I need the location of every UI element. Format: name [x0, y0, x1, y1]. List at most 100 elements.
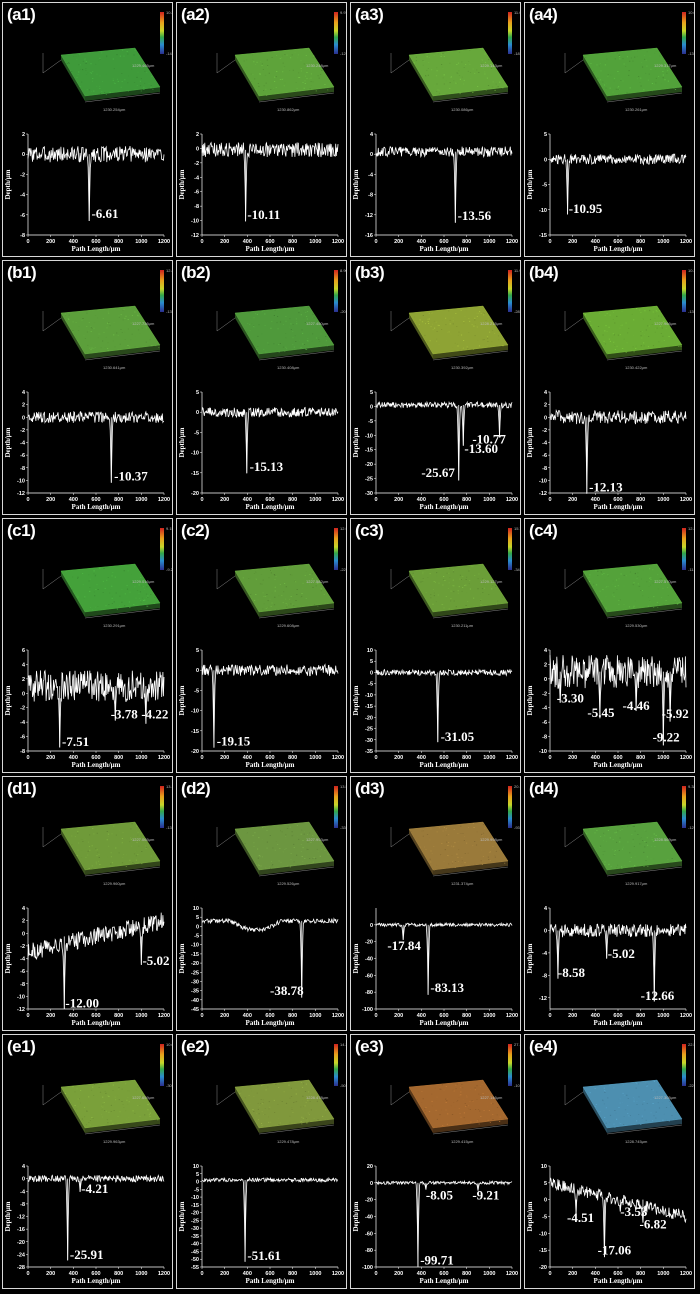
- surface-dim-x-d2: 1229.526μm: [277, 881, 300, 886]
- xtick-d3: 600: [439, 1013, 448, 1019]
- xtick-c1: 400: [69, 755, 78, 761]
- ytick-e4: -15: [539, 1248, 547, 1254]
- ytick-c3: -30: [365, 738, 373, 744]
- ytick-b2: -15: [191, 471, 199, 477]
- surface-top-a3: [408, 47, 509, 97]
- ytick-e2: -35: [191, 1234, 199, 1240]
- colorbar-a2: 9.971 -12.009: [334, 10, 346, 56]
- ytick-b1: -12: [17, 491, 25, 497]
- xtick-a1: 1200: [158, 239, 170, 245]
- ytick-b4: -10: [539, 478, 547, 484]
- xtick-b2: 1200: [332, 497, 344, 503]
- depth-label-d4: -12.66: [641, 988, 675, 1003]
- ytick-e3: -40: [365, 1215, 373, 1221]
- surface-d4: 1228.569μm 1229.917μm: [564, 821, 683, 886]
- ylabel-b4: Depth/μm: [526, 427, 534, 457]
- surface-dim-x-e3: 1229.415μm: [451, 1139, 474, 1144]
- ytick-e2: 0: [196, 1180, 199, 1186]
- ytick-e1: -4: [20, 1189, 26, 1195]
- ytick-b3: -5: [368, 419, 373, 425]
- ytick-c3: -10: [365, 693, 373, 699]
- chart-b4: 1227.966μm 1230.422μm 10.321 -13.695 4 2 0 -2 -4…: [526, 268, 694, 511]
- surface-top-a2: [234, 47, 335, 97]
- ytick-e1: -28: [17, 1265, 25, 1271]
- chart-e3: 1227.146μm1229.415μm27.167-105.263200-20…: [352, 1042, 520, 1285]
- depth-label-c2: -19.15: [217, 734, 251, 749]
- xtick-a2: 600: [265, 239, 274, 245]
- xtick-c2: 200: [220, 755, 229, 761]
- panel-label-a1: (a1): [7, 5, 36, 24]
- ytick-c2: 0: [196, 668, 199, 674]
- xtick-d4: 200: [568, 1013, 577, 1019]
- ytick-b4: 2: [544, 403, 547, 409]
- axes-a2: 20-2-4-6-8-10-120 200 400 600 800 1000 1200Pat…: [178, 132, 344, 253]
- ytick-e2: -10: [191, 1195, 199, 1201]
- ytick-b1: -8: [20, 466, 25, 472]
- surface-dim-y-d3: 1229.998μm: [480, 837, 503, 842]
- ytick-e2: -50: [191, 1257, 199, 1263]
- ytick-b1: 2: [22, 403, 25, 409]
- ytick-d1: -2: [20, 944, 25, 950]
- ytick-c2: -15: [191, 729, 199, 735]
- xlabel-d4: Path Length/μm: [594, 1019, 643, 1027]
- xtick-e4: 1000: [657, 1271, 669, 1277]
- ytick-a2: 2: [196, 132, 199, 138]
- colorbar-max-d1: 13.118: [166, 784, 173, 789]
- depth-label-b3: -10.77: [472, 431, 506, 446]
- panel-label-a2: (a2): [181, 5, 210, 24]
- colorbar-c2: 12.923 -22.307: [334, 526, 346, 572]
- surface-dim-y-c3: 1229.127μm: [480, 579, 503, 584]
- panel-c3: 1229.127μm 1230.211μm 15.733 -34.096 10 5 0 -5 -…: [350, 518, 521, 773]
- surface-b1: 1227.736μm 1230.641μm: [42, 305, 161, 370]
- profile-line-d4: [549, 923, 687, 1002]
- xtick-c1: 600: [91, 755, 100, 761]
- ytick-e4: 5: [544, 1181, 547, 1187]
- ytick-b2: -5: [194, 430, 199, 436]
- profile-line-e4: [549, 1177, 687, 1258]
- depth-label-a3: -13.56: [458, 208, 492, 223]
- xtick-c4: 0: [548, 755, 551, 761]
- surface-dim-y-a1: 1229.465μm: [132, 63, 155, 68]
- surface-dim-x-e4: 1228.745μm: [625, 1139, 648, 1144]
- ytick-c4: -4: [542, 706, 548, 712]
- ytick-c1: 6: [22, 648, 25, 654]
- xtick-b3: 1000: [483, 497, 495, 503]
- ytick-d4: -4: [542, 951, 548, 957]
- ytick-e2: -55: [191, 1265, 199, 1271]
- depth-label-d1: -5.02: [142, 953, 169, 968]
- ylabel-b1: Depth/μm: [4, 427, 12, 457]
- ytick-c1: -8: [20, 749, 25, 755]
- surface-c2: 1227.582μm 1229.608μm: [216, 563, 335, 628]
- ylabel-a2: Depth/μm: [178, 169, 186, 199]
- surface-c4: 1227.570μm 1229.530μm: [564, 563, 683, 628]
- panel-label-e4: (e4): [529, 1037, 558, 1056]
- surface-dim-y-c4: 1227.570μm: [654, 579, 677, 584]
- xtick-e4: 800: [636, 1271, 645, 1277]
- ylabel-d4: Depth/μm: [526, 943, 534, 973]
- surface-a1: 1229.465μm 1230.254μm: [42, 47, 161, 112]
- ytick-c4: -10: [539, 749, 547, 755]
- xtick-b4: 1200: [680, 497, 692, 503]
- surface-top-c2: [234, 563, 335, 613]
- axes-b1: 420-2-4-6-8-10-120 200 400 600 800 1000 1200Pa…: [4, 390, 170, 511]
- ytick-d1: 4: [22, 906, 26, 912]
- xtick-b3: 1200: [506, 497, 518, 503]
- xtick-e4: 0: [548, 1271, 551, 1277]
- ytick-e1: -24: [17, 1252, 26, 1258]
- surface-top-e2: [234, 1079, 335, 1129]
- surface-dim-y-e4: 1227.305μm: [654, 1095, 677, 1100]
- xtick-c2: 400: [243, 755, 252, 761]
- depth-label-e3: -99.71: [420, 1252, 454, 1267]
- xtick-e2: 200: [220, 1271, 229, 1277]
- surface-e4: 1227.305μm 1228.745μm: [564, 1079, 683, 1144]
- profile-line-b1: [27, 410, 165, 483]
- ylabel-c2: Depth/μm: [178, 685, 186, 715]
- xtick-b2: 200: [220, 497, 229, 503]
- xtick-e3: 400: [417, 1271, 426, 1277]
- xtick-a1: 0: [26, 239, 29, 245]
- xtick-c3: 200: [394, 755, 403, 761]
- depth-label-e4: -4.51: [567, 1210, 594, 1225]
- ytick-a1: -4: [20, 193, 26, 199]
